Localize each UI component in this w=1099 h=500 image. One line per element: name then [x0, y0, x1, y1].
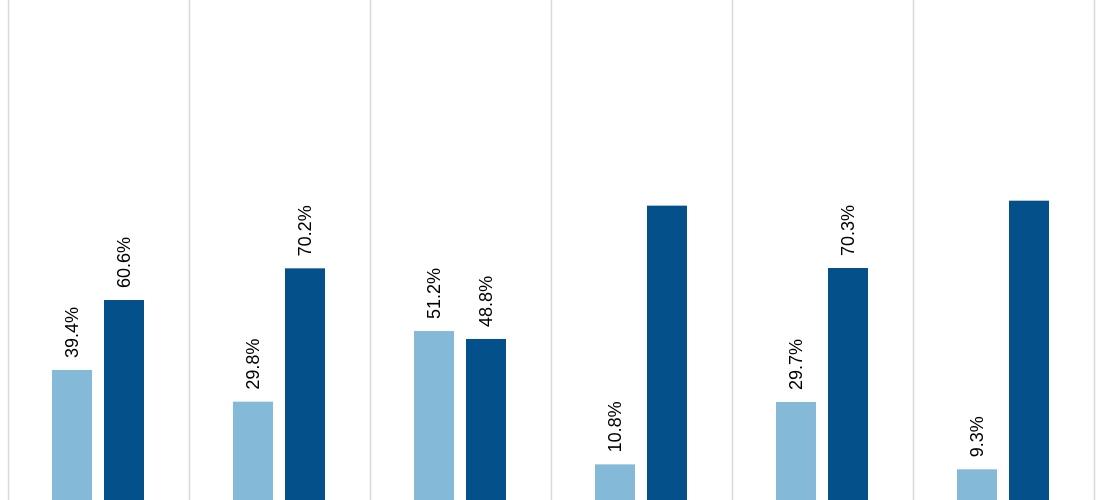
- bar-series-1-group-1: [52, 369, 92, 500]
- data-label-series-1-group-6: 9.3%: [967, 416, 987, 457]
- data-label-series-2-group-2: 70.2%: [295, 205, 315, 256]
- data-label-series-1-group-1: 39.4%: [62, 307, 82, 358]
- bar-series-2-group-4: [647, 205, 687, 500]
- grid-layer: [7, 0, 1096, 500]
- bar-series-1-group-6: [957, 469, 997, 500]
- bar-series-1-group-4: [595, 464, 635, 500]
- labels-layer: 39.4% 29.8% 51.2% 10.8% 29.7% 9.3% 60.6% 70.2% 4…: [62, 205, 987, 457]
- bar-series-2-group-2: [285, 268, 325, 500]
- data-label-series-1-group-2: 29.8%: [243, 339, 263, 390]
- bar-series-2-group-1: [104, 300, 144, 500]
- data-label-series-2-group-3: 48.8%: [476, 276, 496, 327]
- bar-series-2-group-6: [1009, 200, 1049, 500]
- bars-layer: [52, 200, 1049, 500]
- data-label-series-1-group-5: 29.7%: [786, 339, 806, 390]
- bar-series-1-group-2: [233, 401, 273, 500]
- data-label-series-1-group-4: 10.8%: [605, 401, 625, 452]
- data-label-series-2-group-1: 60.6%: [114, 237, 134, 288]
- bar-series-2-group-5: [828, 268, 868, 500]
- data-label-series-1-group-3: 51.2%: [424, 268, 444, 319]
- bar-series-1-group-5: [776, 401, 816, 500]
- bar-series-2-group-3: [466, 338, 506, 500]
- data-label-series-2-group-5: 70.3%: [838, 205, 858, 256]
- bar-series-1-group-3: [414, 331, 454, 500]
